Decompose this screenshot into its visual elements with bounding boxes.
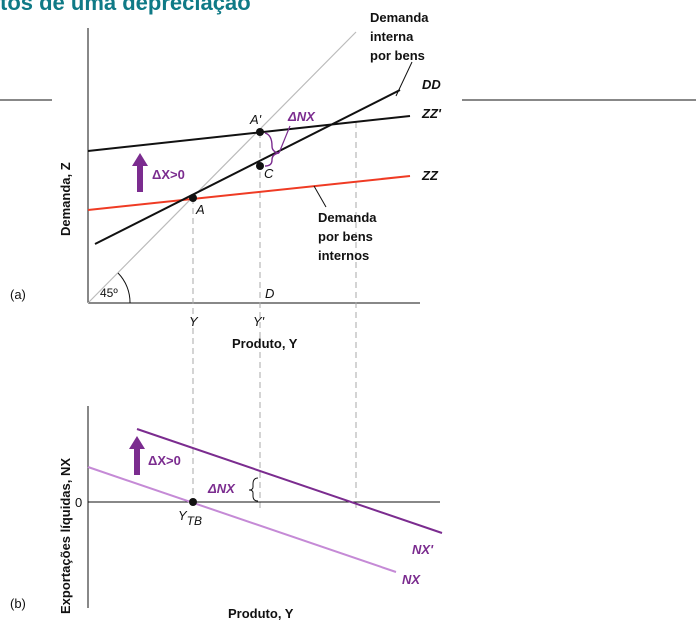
point-a-prime	[256, 128, 264, 136]
panel-b-zero-label: 0	[75, 495, 82, 510]
nx-line	[87, 466, 397, 573]
panel-b-y-axis-text: Exportações líquidas, NX	[58, 458, 73, 614]
panel-b: (b) Exportações líquidas, NX Produto, Y …	[10, 406, 443, 621]
tick-ytb-sub: TB	[187, 514, 202, 528]
delta-nx-brace-b	[248, 477, 259, 502]
dd-label: DD	[422, 77, 441, 92]
panel-b-x-axis-label: Produto, Y	[228, 606, 294, 621]
zz-prime-line	[87, 115, 411, 152]
panel-b-y-axis-label: Exportações líquidas, NX	[58, 458, 73, 614]
tick-y-prime-label: Y'	[253, 314, 265, 329]
point-d-label: D	[265, 286, 274, 301]
panel-a-y-axis-text: Demanda, Z	[58, 162, 73, 236]
zz-prime-label: ZZ'	[421, 106, 442, 121]
zz-line	[87, 175, 411, 211]
delta-x-arrow-a	[132, 153, 148, 192]
panel-a-label: (a)	[10, 287, 26, 302]
point-a-label: A	[195, 202, 205, 217]
point-a-prime-label: A'	[249, 112, 262, 127]
delta-nx-bracket-a	[264, 132, 280, 167]
domestic-demand-line-3: por bens	[370, 48, 425, 63]
delta-nx-label-a: ΔNX	[287, 109, 316, 124]
domestic-demand-line-1: Demanda	[370, 10, 429, 25]
delta-x-arrow-b	[129, 436, 145, 475]
nx-prime-line	[136, 428, 443, 534]
line-45-degree	[87, 31, 357, 304]
nx-prime-label: NX'	[412, 542, 434, 557]
dd-line	[94, 89, 401, 245]
tick-ytb-main: Y	[178, 508, 188, 523]
delta-nx-leader-a	[278, 125, 291, 154]
goods-demand-line-1: Demanda	[318, 210, 377, 225]
goods-demand-line-2: por bens	[318, 229, 373, 244]
delta-x-label-a: ΔX>0	[152, 167, 185, 182]
nx-label: NX	[402, 572, 421, 587]
point-a	[189, 194, 197, 202]
delta-x-label-b: ΔX>0	[148, 453, 181, 468]
zz-label: ZZ	[421, 168, 439, 183]
point-c-label: C	[264, 166, 274, 181]
panel-a-y-axis-label: Demanda, Z	[58, 162, 73, 236]
domestic-demand-line-2: interna	[370, 29, 414, 44]
page-title: tos de uma depreciação	[0, 0, 251, 15]
angle-arc	[117, 272, 131, 304]
goods-demand-line-3: internos	[318, 248, 369, 263]
panel-a: (a) Demanda, Z Produto, Y 45º DD ZZ' ZZ …	[10, 10, 442, 508]
panel-a-x-axis-label: Produto, Y	[232, 336, 298, 351]
point-ytb	[189, 498, 197, 506]
angle-label: 45º	[100, 286, 118, 300]
point-c	[256, 162, 264, 170]
delta-nx-label-b: ΔNX	[207, 481, 236, 496]
leader-domestic-demand	[395, 61, 413, 97]
tick-y-label: Y	[189, 314, 199, 329]
panel-b-label: (b)	[10, 596, 26, 611]
leader-goods-demand	[313, 185, 327, 208]
tick-ytb-label: YTB	[178, 508, 202, 528]
